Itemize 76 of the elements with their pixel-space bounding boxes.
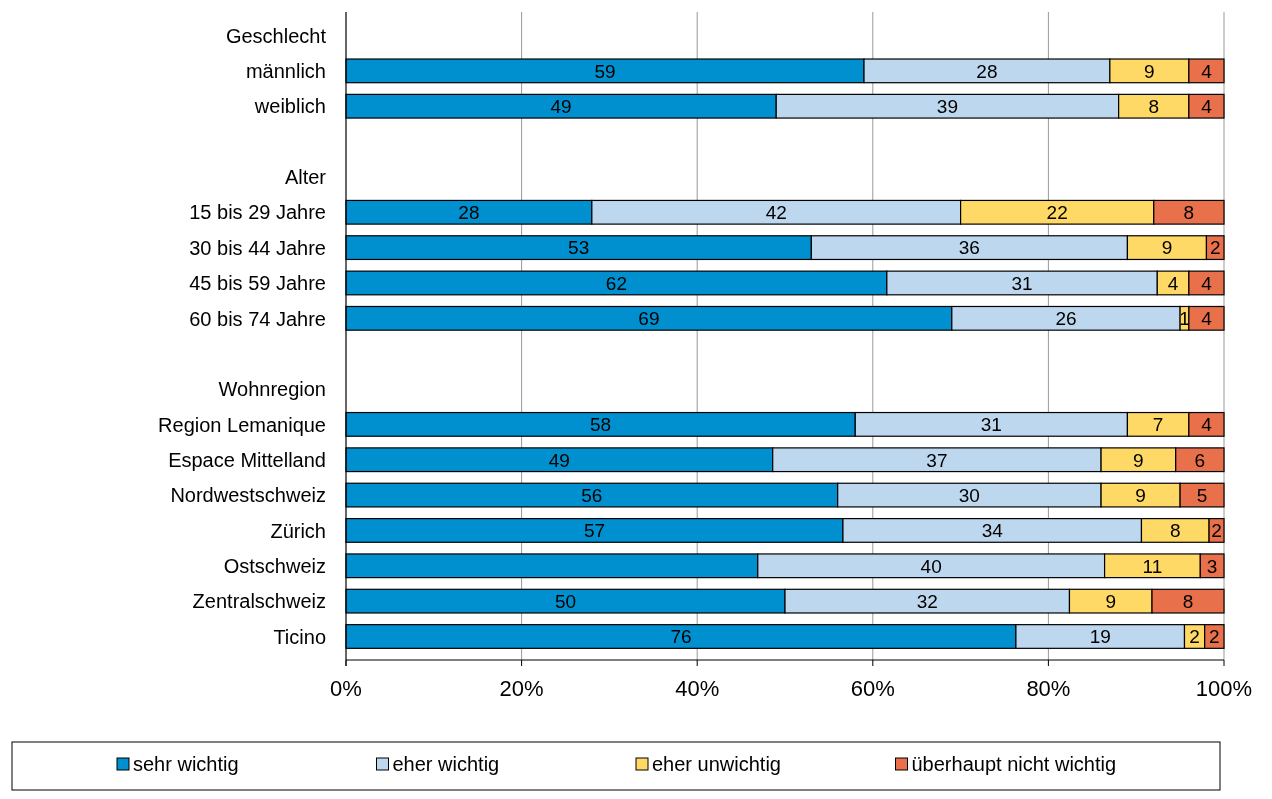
data-label: 28 xyxy=(458,202,480,224)
data-label: 9 xyxy=(1144,60,1155,82)
y-tick-label: männlich xyxy=(245,60,326,83)
data-label: 3 xyxy=(1206,555,1218,577)
data-label: 50 xyxy=(554,590,577,612)
y-tick-label: 30 bis 44 Jahre xyxy=(189,236,326,259)
data-label: 56 xyxy=(581,484,603,506)
data-label: 42 xyxy=(765,202,787,224)
data-label: 7 xyxy=(1152,414,1164,436)
data-label: 34 xyxy=(981,520,1004,542)
data-label: 2 xyxy=(1211,520,1222,542)
data-label: 9 xyxy=(1161,237,1173,259)
data-label: 4 xyxy=(1201,96,1213,118)
data-label: 22 xyxy=(1046,202,1068,224)
data-label: 49 xyxy=(550,96,572,118)
y-tick-label: Ticino xyxy=(273,625,326,648)
x-tick-label: 0% xyxy=(330,676,362,701)
y-tick-label: Region Lemanique xyxy=(158,413,326,436)
legend-label: eher unwichtig xyxy=(652,753,781,776)
x-tick-label: 20% xyxy=(499,676,544,701)
data-label: 9 xyxy=(1135,484,1146,506)
y-tick-label: Nordwestschweiz xyxy=(170,484,326,507)
data-label: 6 xyxy=(1194,449,1206,471)
legend-label: eher wichtig xyxy=(392,753,500,776)
y-tick-label: Geschlecht xyxy=(225,24,327,47)
data-label: 8 xyxy=(1182,590,1194,612)
data-label: 4 xyxy=(1201,308,1213,330)
data-label: 39 xyxy=(936,96,958,118)
data-label: 4 xyxy=(1201,414,1213,436)
data-label: 62 xyxy=(605,272,627,294)
data-label: 59 xyxy=(594,60,616,82)
data-label: 8 xyxy=(1148,96,1160,118)
data-label: 4 xyxy=(1167,272,1179,294)
data-label: 4 xyxy=(1201,272,1213,294)
x-tick-label: 100% xyxy=(1195,676,1253,701)
data-label: 2 xyxy=(1189,626,1200,648)
data-label: 49 xyxy=(548,449,570,471)
data-label: 2 xyxy=(1209,626,1220,648)
data-label: 58 xyxy=(590,414,612,436)
x-tick-label: 40% xyxy=(675,676,720,701)
data-label: 26 xyxy=(1055,308,1077,330)
data-label: 9 xyxy=(1105,590,1117,612)
x-tick-label: 80% xyxy=(1026,676,1071,701)
data-label: 9 xyxy=(1133,449,1144,471)
y-tick-label: Wohnregion xyxy=(218,378,326,401)
data-label: 69 xyxy=(638,308,660,330)
data-label: 31 xyxy=(1011,272,1033,294)
data-label: 31 xyxy=(980,414,1002,436)
y-tick-label: 45 bis 59 Jahre xyxy=(189,272,326,295)
legend-label: überhaupt nicht wichtig xyxy=(911,753,1117,776)
data-label: 36 xyxy=(958,237,980,259)
x-tick-label: 60% xyxy=(850,676,895,701)
y-tick-label: 15 bis 29 Jahre xyxy=(189,201,326,224)
data-label: 8 xyxy=(1183,202,1195,224)
data-label: 11 xyxy=(1142,555,1163,577)
data-label: 4 xyxy=(1201,60,1213,82)
data-label: 19 xyxy=(1089,626,1111,648)
y-tick-label: Ostschweiz xyxy=(223,554,326,577)
y-tick-label: Zürich xyxy=(270,519,326,542)
y-tick-label: Zentralschweiz xyxy=(192,590,326,613)
data-label: 8 xyxy=(1169,520,1181,542)
y-tick-label: Alter xyxy=(284,166,327,189)
data-label: 76 xyxy=(670,626,692,648)
data-label: 32 xyxy=(916,590,938,612)
y-tick-label: Espace Mittelland xyxy=(168,448,326,471)
data-label: 30 xyxy=(958,484,980,506)
data-label: 28 xyxy=(976,60,998,82)
legend-label: sehr wichtig xyxy=(133,753,239,776)
data-label: 2 xyxy=(1209,237,1221,259)
data-label: 5 xyxy=(1196,484,1208,506)
data-label: 40 xyxy=(920,555,942,577)
y-tick-label: weiblich xyxy=(253,95,326,118)
data-label: 53 xyxy=(568,237,590,259)
y-tick-label: 60 bis 74 Jahre xyxy=(189,307,326,330)
data-label: 37 xyxy=(926,449,948,471)
data-label: 57 xyxy=(583,520,606,542)
